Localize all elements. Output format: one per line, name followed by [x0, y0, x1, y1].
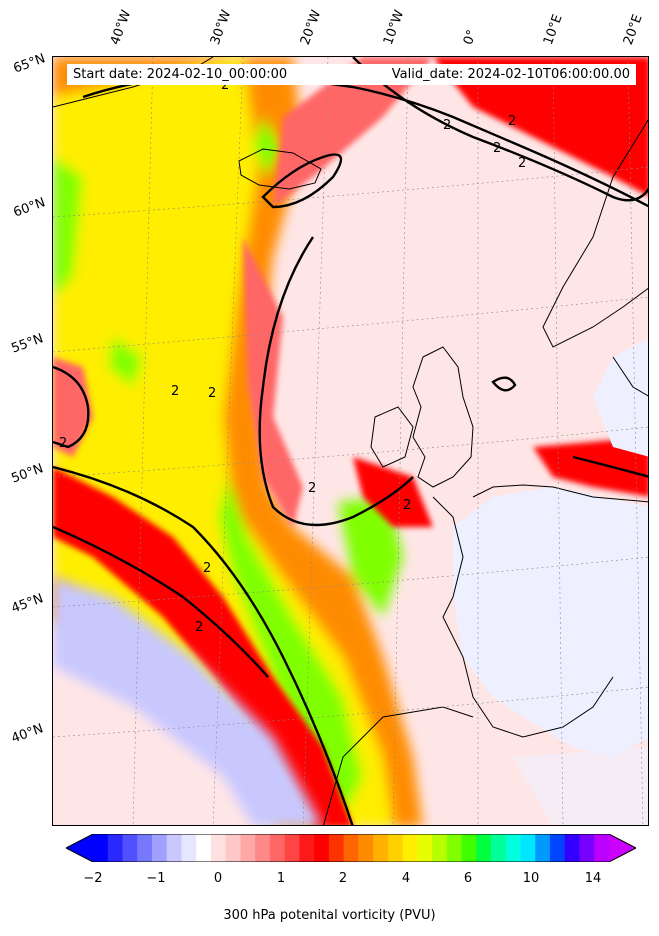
- valid-date-text: Valid_date: 2024-02-10T06:00:00.00: [391, 67, 630, 82]
- colorbar-swatch: [166, 834, 182, 862]
- lat-label-65n: 65°N: [11, 51, 48, 77]
- lon-label-10w: 10°W: [380, 8, 408, 47]
- contour-iceland-trough: [261, 153, 343, 209]
- colorbar-swatch: [594, 834, 610, 862]
- lon-label-40w: 40°W: [107, 8, 135, 47]
- colorbar-swatch: [240, 834, 256, 862]
- contour-label: 2: [203, 561, 211, 576]
- colorbar-tick-label: 4: [401, 871, 411, 886]
- contour-label: 2: [208, 386, 216, 401]
- contour-west-cutoff: [53, 365, 90, 449]
- contour-small-loop: [491, 376, 517, 392]
- pv-field: 2 2 2 2 2 2 2 2 2 2 2 2: [53, 57, 648, 825]
- colorbar-tick-label: 0: [213, 871, 223, 886]
- norway-coast: [542, 119, 648, 348]
- colorbar-swatch: [461, 834, 477, 862]
- colorbar-swatch: [579, 834, 595, 862]
- colorbar-swatch: [196, 834, 212, 862]
- colorbar-swatch: [505, 834, 522, 862]
- contour-label: 2: [493, 141, 501, 156]
- colorbar-title: 300 hPa potenital vorticity (PVU): [223, 908, 436, 923]
- colorbar-swatch: [151, 834, 168, 862]
- contour-label: 2: [59, 436, 67, 451]
- lon-label-20e: 20°E: [620, 12, 646, 48]
- colorbar-swatch: [284, 834, 300, 862]
- contour-east: [572, 455, 648, 478]
- contour-label: 2: [518, 156, 526, 171]
- colorbar-swatch: [181, 834, 197, 862]
- colorbar-swatch: [446, 834, 463, 862]
- colorbar-swatch: [432, 834, 448, 862]
- date-info-bar: Start date: 2024-02-10_00:00:00 Valid_da…: [67, 64, 636, 85]
- pv-map: 2 2 2 2 2 2 2 2 2 2 2 2: [52, 56, 649, 826]
- lon-label-0: 0°: [460, 27, 481, 47]
- colorbar-swatch: [550, 834, 566, 862]
- contour-label: 2: [308, 481, 316, 496]
- contour-label: 2: [403, 498, 411, 513]
- start-date-text: Start date: 2024-02-10_00:00:00: [73, 67, 288, 82]
- colorbar-under-arrow: [66, 834, 93, 862]
- colorbar-swatch: [564, 834, 581, 862]
- lat-label-40n: 40°N: [9, 721, 46, 747]
- graticule-lines: [53, 57, 648, 825]
- colorbar-tick-label: 14: [584, 871, 602, 886]
- lat-label-45n: 45°N: [9, 591, 46, 617]
- colorbar: [66, 834, 636, 862]
- lon-label-10e: 10°E: [540, 12, 566, 48]
- contour-label: 2: [171, 384, 179, 399]
- colorbar-tick-label: 10: [522, 871, 540, 886]
- colorbar-tick-label: 1: [276, 871, 286, 886]
- colorbar-swatch: [535, 834, 551, 862]
- europe-coast: [472, 484, 648, 503]
- contour-jet-south-2: [53, 525, 269, 678]
- colorbar-swatch: [255, 834, 271, 862]
- colorbar-swatch: [520, 834, 536, 862]
- colorbar-over-arrow: [609, 834, 636, 862]
- baltic-coast: [612, 356, 648, 397]
- colorbar-swatch: [402, 834, 418, 862]
- contour-north-2: [352, 57, 648, 202]
- colorbar-tick-label: −1: [146, 871, 166, 886]
- colorbar-swatch: [210, 834, 227, 862]
- iberia-coast: [442, 596, 614, 738]
- british-isles-coast: [412, 346, 474, 488]
- contour-trough-main: [258, 236, 414, 527]
- colorbar-swatch: [314, 834, 330, 862]
- colorbar-swatch: [417, 834, 433, 862]
- contour-label: 2: [221, 78, 229, 93]
- colorbar-swatch: [373, 834, 389, 862]
- colorbar-tick-label: 6: [463, 871, 473, 886]
- contour-jet-south: [53, 465, 354, 825]
- contour-label: 2: [195, 620, 203, 635]
- colorbar-swatch: [358, 834, 374, 862]
- contour-labels: 2 2 2 2 2 2 2 2 2 2 2 2: [59, 78, 526, 635]
- colorbar-swatch: [476, 834, 492, 862]
- colorbar-tick-label: −2: [83, 871, 103, 886]
- iceland-coast: [238, 148, 322, 190]
- colorbar-swatch: [491, 834, 507, 862]
- colorbar-tick-label: 2: [338, 871, 348, 886]
- ireland-coast: [370, 406, 414, 468]
- lon-label-30w: 30°W: [207, 8, 235, 47]
- lat-label-50n: 50°N: [9, 461, 46, 487]
- contour-label: 2: [508, 114, 516, 129]
- lat-label-55n: 55°N: [9, 331, 46, 357]
- southwest-low-pv: [53, 577, 322, 825]
- colorbar-swatch: [269, 834, 286, 862]
- colorbar-swatch: [225, 834, 241, 862]
- colorbar-swatch: [122, 834, 138, 862]
- colorbar-swatch: [137, 834, 153, 862]
- colorbar-swatch: [107, 834, 123, 862]
- france-coast: [432, 496, 464, 598]
- contour-label: 2: [443, 118, 451, 133]
- colorbar-swatch: [343, 834, 359, 862]
- colorbar-swatch: [93, 834, 109, 862]
- jet-pv-bands: [53, 57, 648, 825]
- lon-label-20w: 20°W: [297, 8, 325, 47]
- colorbar-swatch: [299, 834, 315, 862]
- lat-label-60n: 60°N: [11, 195, 48, 221]
- colorbar-swatch: [387, 834, 404, 862]
- colorbar-swatch: [328, 834, 345, 862]
